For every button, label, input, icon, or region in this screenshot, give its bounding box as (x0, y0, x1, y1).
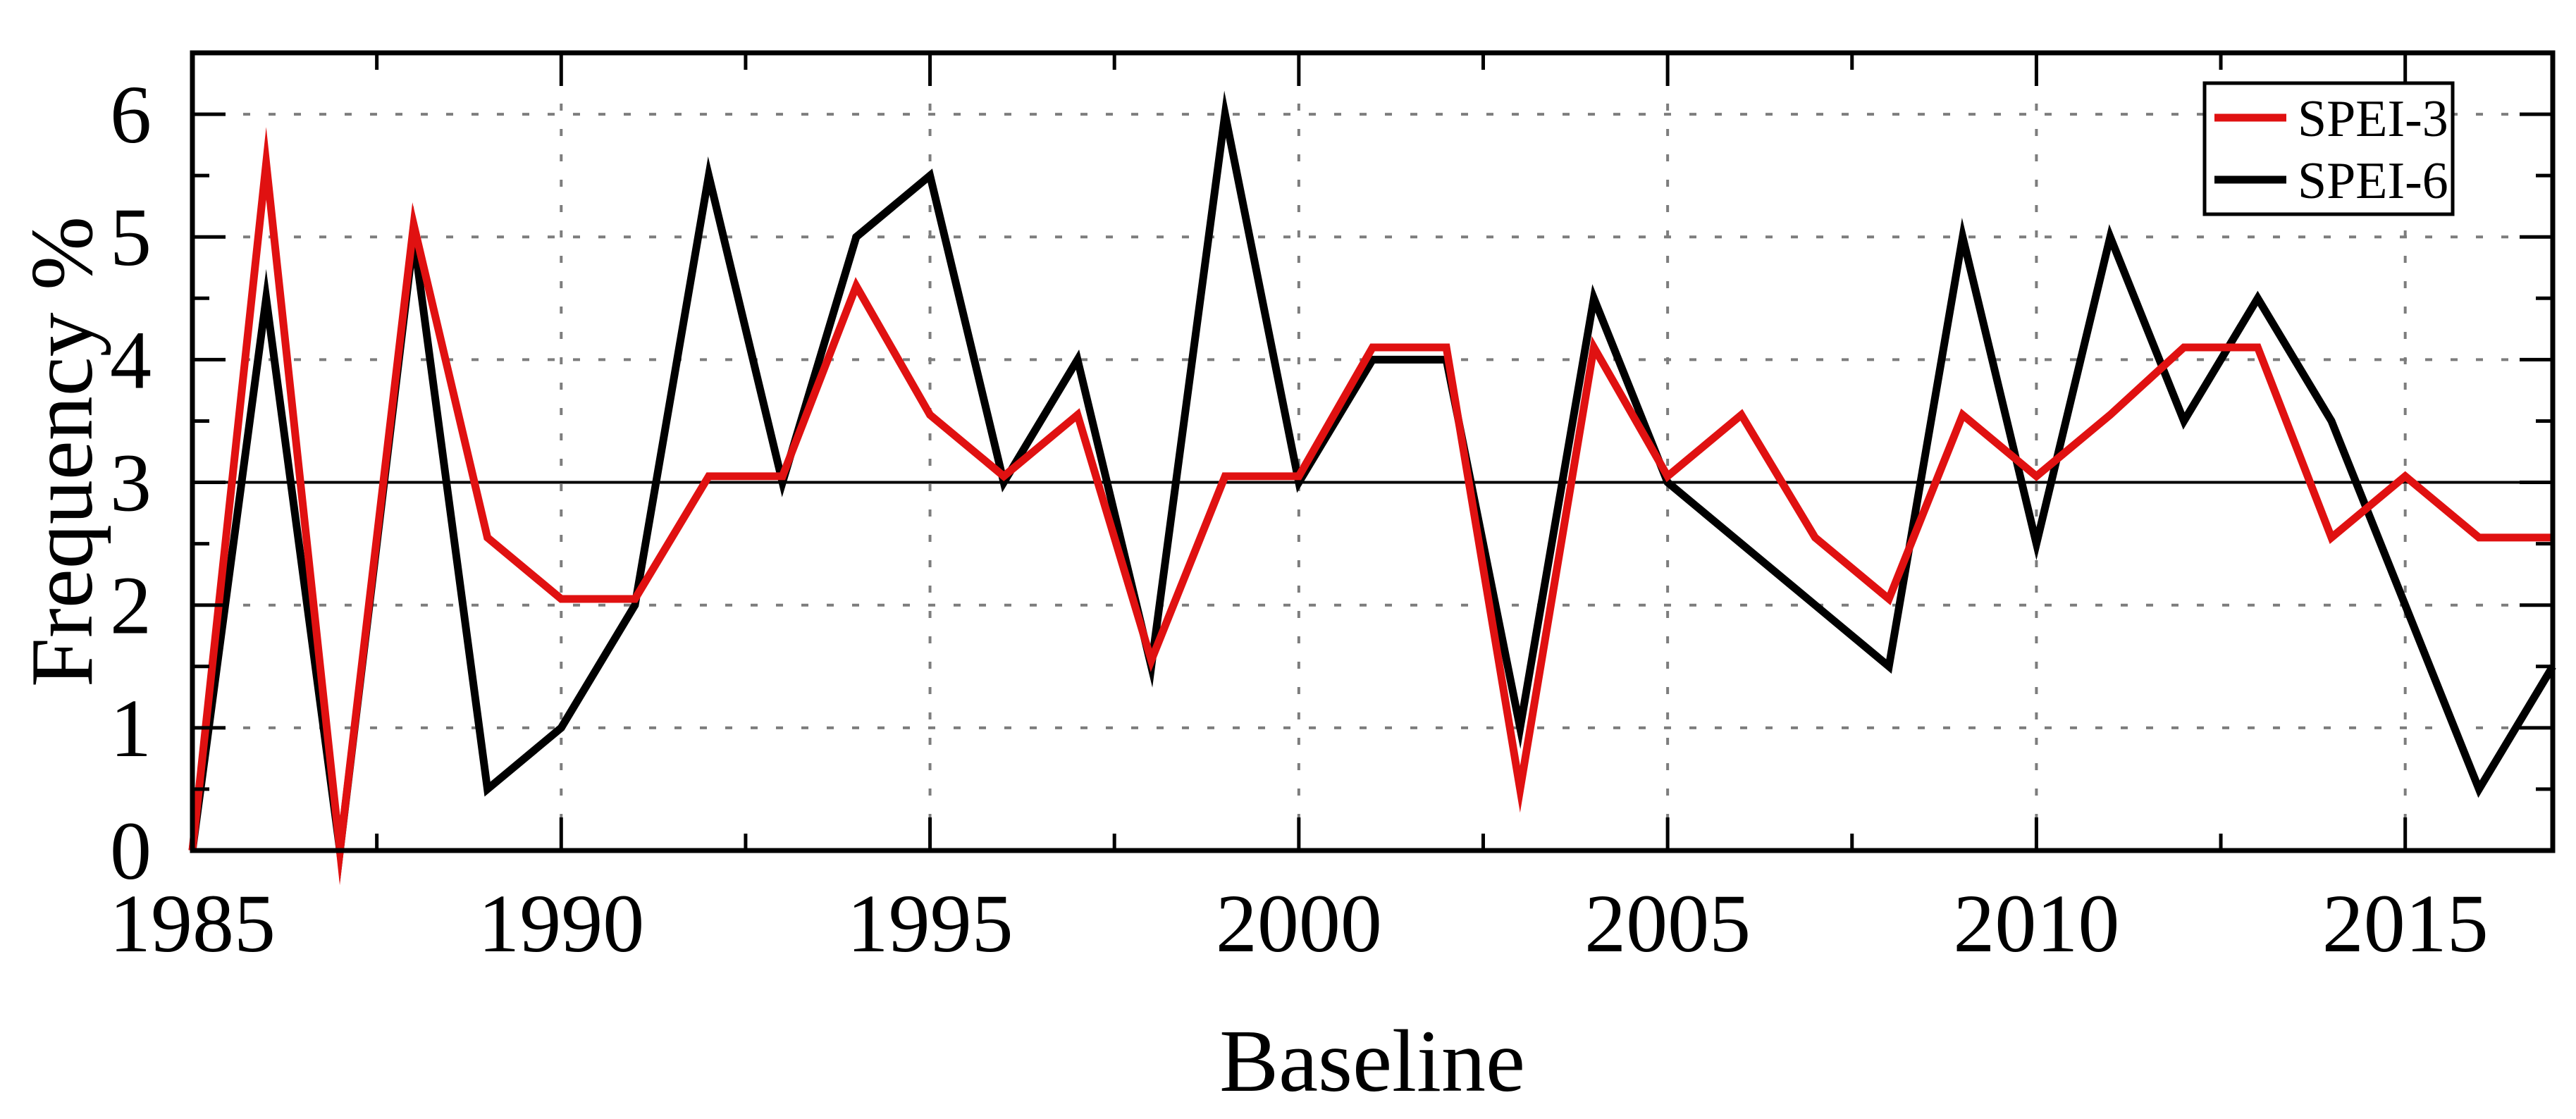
y-tick-label: 0 (110, 805, 152, 897)
legend: SPEI-3 SPEI-6 (2202, 81, 2455, 216)
y-tick-label: 5 (110, 191, 152, 283)
y-tick-label: 6 (110, 68, 152, 161)
x-tick-label: 2000 (1216, 877, 1382, 970)
axis-ticks (190, 51, 2553, 853)
x-tick-label: 1985 (109, 877, 276, 970)
x-axis-label: Baseline (1219, 1013, 1525, 1111)
data-series (188, 90, 2556, 886)
legend-box (2202, 81, 2455, 216)
x-tick-label: 1995 (847, 877, 1013, 970)
x-tick-label: 2010 (1953, 877, 2119, 970)
legend-spei3-label: SPEI-3 (2298, 90, 2448, 148)
gridlines (192, 53, 2553, 851)
x-tick-labels: 1985 1990 1995 2000 2005 2010 2015 (109, 877, 2489, 970)
x-tick-label: 2005 (1584, 877, 1751, 970)
x-tick-label: 1990 (478, 877, 644, 970)
y-tick-label: 1 (110, 682, 152, 774)
plot-border (190, 50, 2556, 853)
y-tick-labels: 0 1 2 3 4 5 6 (110, 68, 152, 897)
y-tick-label: 2 (110, 560, 152, 652)
legend-spei6-label: SPEI-6 (2298, 152, 2448, 210)
y-axis-label: Frequency % (13, 216, 111, 687)
y-tick-label: 4 (110, 314, 152, 406)
series-line-spei-6 (188, 90, 2556, 882)
y-tick-label: 3 (110, 437, 152, 529)
x-tick-label: 2015 (2322, 877, 2489, 970)
series-line-spei-3 (188, 127, 2553, 886)
